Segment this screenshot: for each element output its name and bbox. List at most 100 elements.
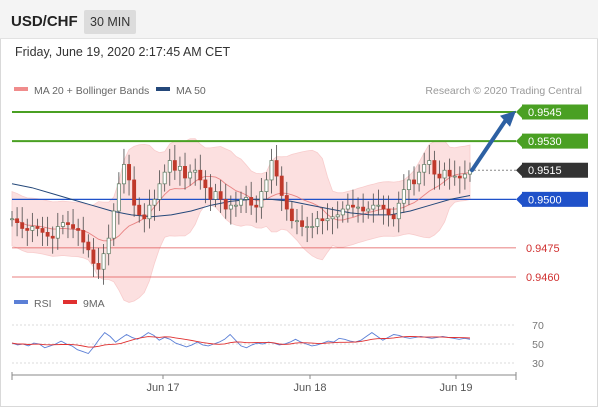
rsi-legend-swatch	[14, 300, 28, 304]
candle	[442, 162, 447, 186]
candle	[172, 145, 177, 180]
candle	[452, 160, 457, 186]
candle	[60, 214, 65, 235]
level-label-0.9545: 0.9545	[528, 107, 562, 119]
level-tag-box	[522, 191, 588, 207]
candle	[228, 195, 233, 225]
candle	[330, 207, 335, 235]
x-tick-label: Jun 17	[146, 382, 179, 394]
candle	[127, 154, 131, 196]
candle	[116, 172, 121, 225]
candle	[284, 181, 289, 221]
level-labels-layer: 0.9545 0.9530 0.9515 0.9500 0.9475 0.9460	[516, 104, 588, 284]
candle	[254, 195, 259, 223]
level-label-0.9515: 0.9515	[528, 165, 562, 177]
timeframe-button[interactable]: 30 MIN	[84, 10, 137, 34]
candle	[132, 166, 137, 217]
candle	[325, 203, 330, 231]
candle	[300, 205, 305, 237]
candle	[147, 189, 152, 229]
x-tick-label: Jun 18	[293, 382, 326, 394]
rsi-axis-label: 70	[532, 320, 544, 332]
rsi-layer: 70 50 30	[11, 320, 544, 370]
candle	[391, 207, 396, 227]
forecast-arrow-shaft	[470, 117, 508, 173]
candle	[239, 191, 243, 213]
candle	[381, 195, 386, 225]
level-tag-box	[522, 133, 588, 149]
candle	[376, 189, 381, 215]
rsi-legend-label: RSI	[34, 298, 52, 310]
candle	[437, 160, 442, 190]
candle	[401, 174, 406, 213]
candle	[50, 226, 55, 254]
chart-datetime: Friday, June 19, 2020 2:17:45 AM CET	[15, 45, 231, 59]
candle	[427, 145, 432, 175]
candle	[15, 207, 20, 237]
level-tag-box	[522, 104, 588, 120]
candle	[40, 216, 45, 246]
rsi-ma-legend-swatch	[63, 300, 77, 304]
candle	[66, 211, 70, 239]
candle	[371, 193, 376, 223]
candle	[177, 156, 182, 186]
candle	[96, 247, 101, 279]
candle	[345, 193, 350, 223]
level-label-0.9460: 0.9460	[526, 272, 560, 284]
candle	[76, 218, 81, 246]
candle	[101, 244, 106, 285]
candle	[81, 216, 86, 254]
candle	[188, 164, 193, 186]
candle	[457, 166, 462, 194]
candle	[20, 207, 25, 239]
candle	[218, 179, 223, 213]
candles-layer	[10, 145, 472, 285]
level-label-0.9500: 0.9500	[528, 194, 562, 206]
candle	[396, 191, 401, 233]
rsi-ma-legend-label: 9MA	[83, 298, 105, 310]
copyright-text: Research © 2020 Trading Central	[425, 85, 582, 97]
candle	[310, 212, 315, 239]
candle	[111, 203, 116, 246]
candle	[10, 211, 14, 227]
candle	[305, 216, 310, 243]
candle	[289, 201, 294, 229]
level-label-0.9475: 0.9475	[526, 243, 560, 255]
level-label-0.9530: 0.9530	[528, 136, 562, 148]
level-tag-arrow	[516, 105, 523, 119]
ma20-legend-swatch	[14, 87, 28, 91]
candle	[335, 201, 340, 229]
candle	[213, 183, 218, 208]
candle	[315, 211, 320, 235]
candle	[162, 164, 167, 192]
bollinger-band-layer	[11, 138, 471, 303]
candle	[361, 193, 366, 223]
candle	[223, 183, 228, 219]
rsi-line	[11, 331, 471, 355]
candle	[366, 201, 371, 219]
candle	[157, 170, 162, 211]
candle	[45, 216, 50, 246]
candle	[198, 154, 203, 190]
level-tag-arrow	[516, 163, 523, 178]
candle	[386, 195, 391, 227]
candle	[249, 181, 254, 215]
candle	[106, 224, 111, 266]
candle	[137, 197, 142, 223]
ma50-legend-swatch	[156, 87, 170, 91]
candle	[320, 207, 325, 235]
rsi-ma-line	[11, 336, 471, 348]
candle	[351, 189, 355, 217]
candle	[55, 212, 60, 250]
candle	[406, 170, 411, 206]
candle	[269, 148, 274, 194]
ma20-legend-label: MA 20 + Bollinger Bands	[34, 85, 149, 97]
candle	[295, 209, 299, 235]
candle	[86, 234, 91, 258]
candle	[122, 148, 126, 194]
candle	[279, 166, 284, 211]
candle	[432, 150, 437, 190]
candle	[193, 158, 198, 186]
level-tag-arrow	[516, 192, 523, 207]
